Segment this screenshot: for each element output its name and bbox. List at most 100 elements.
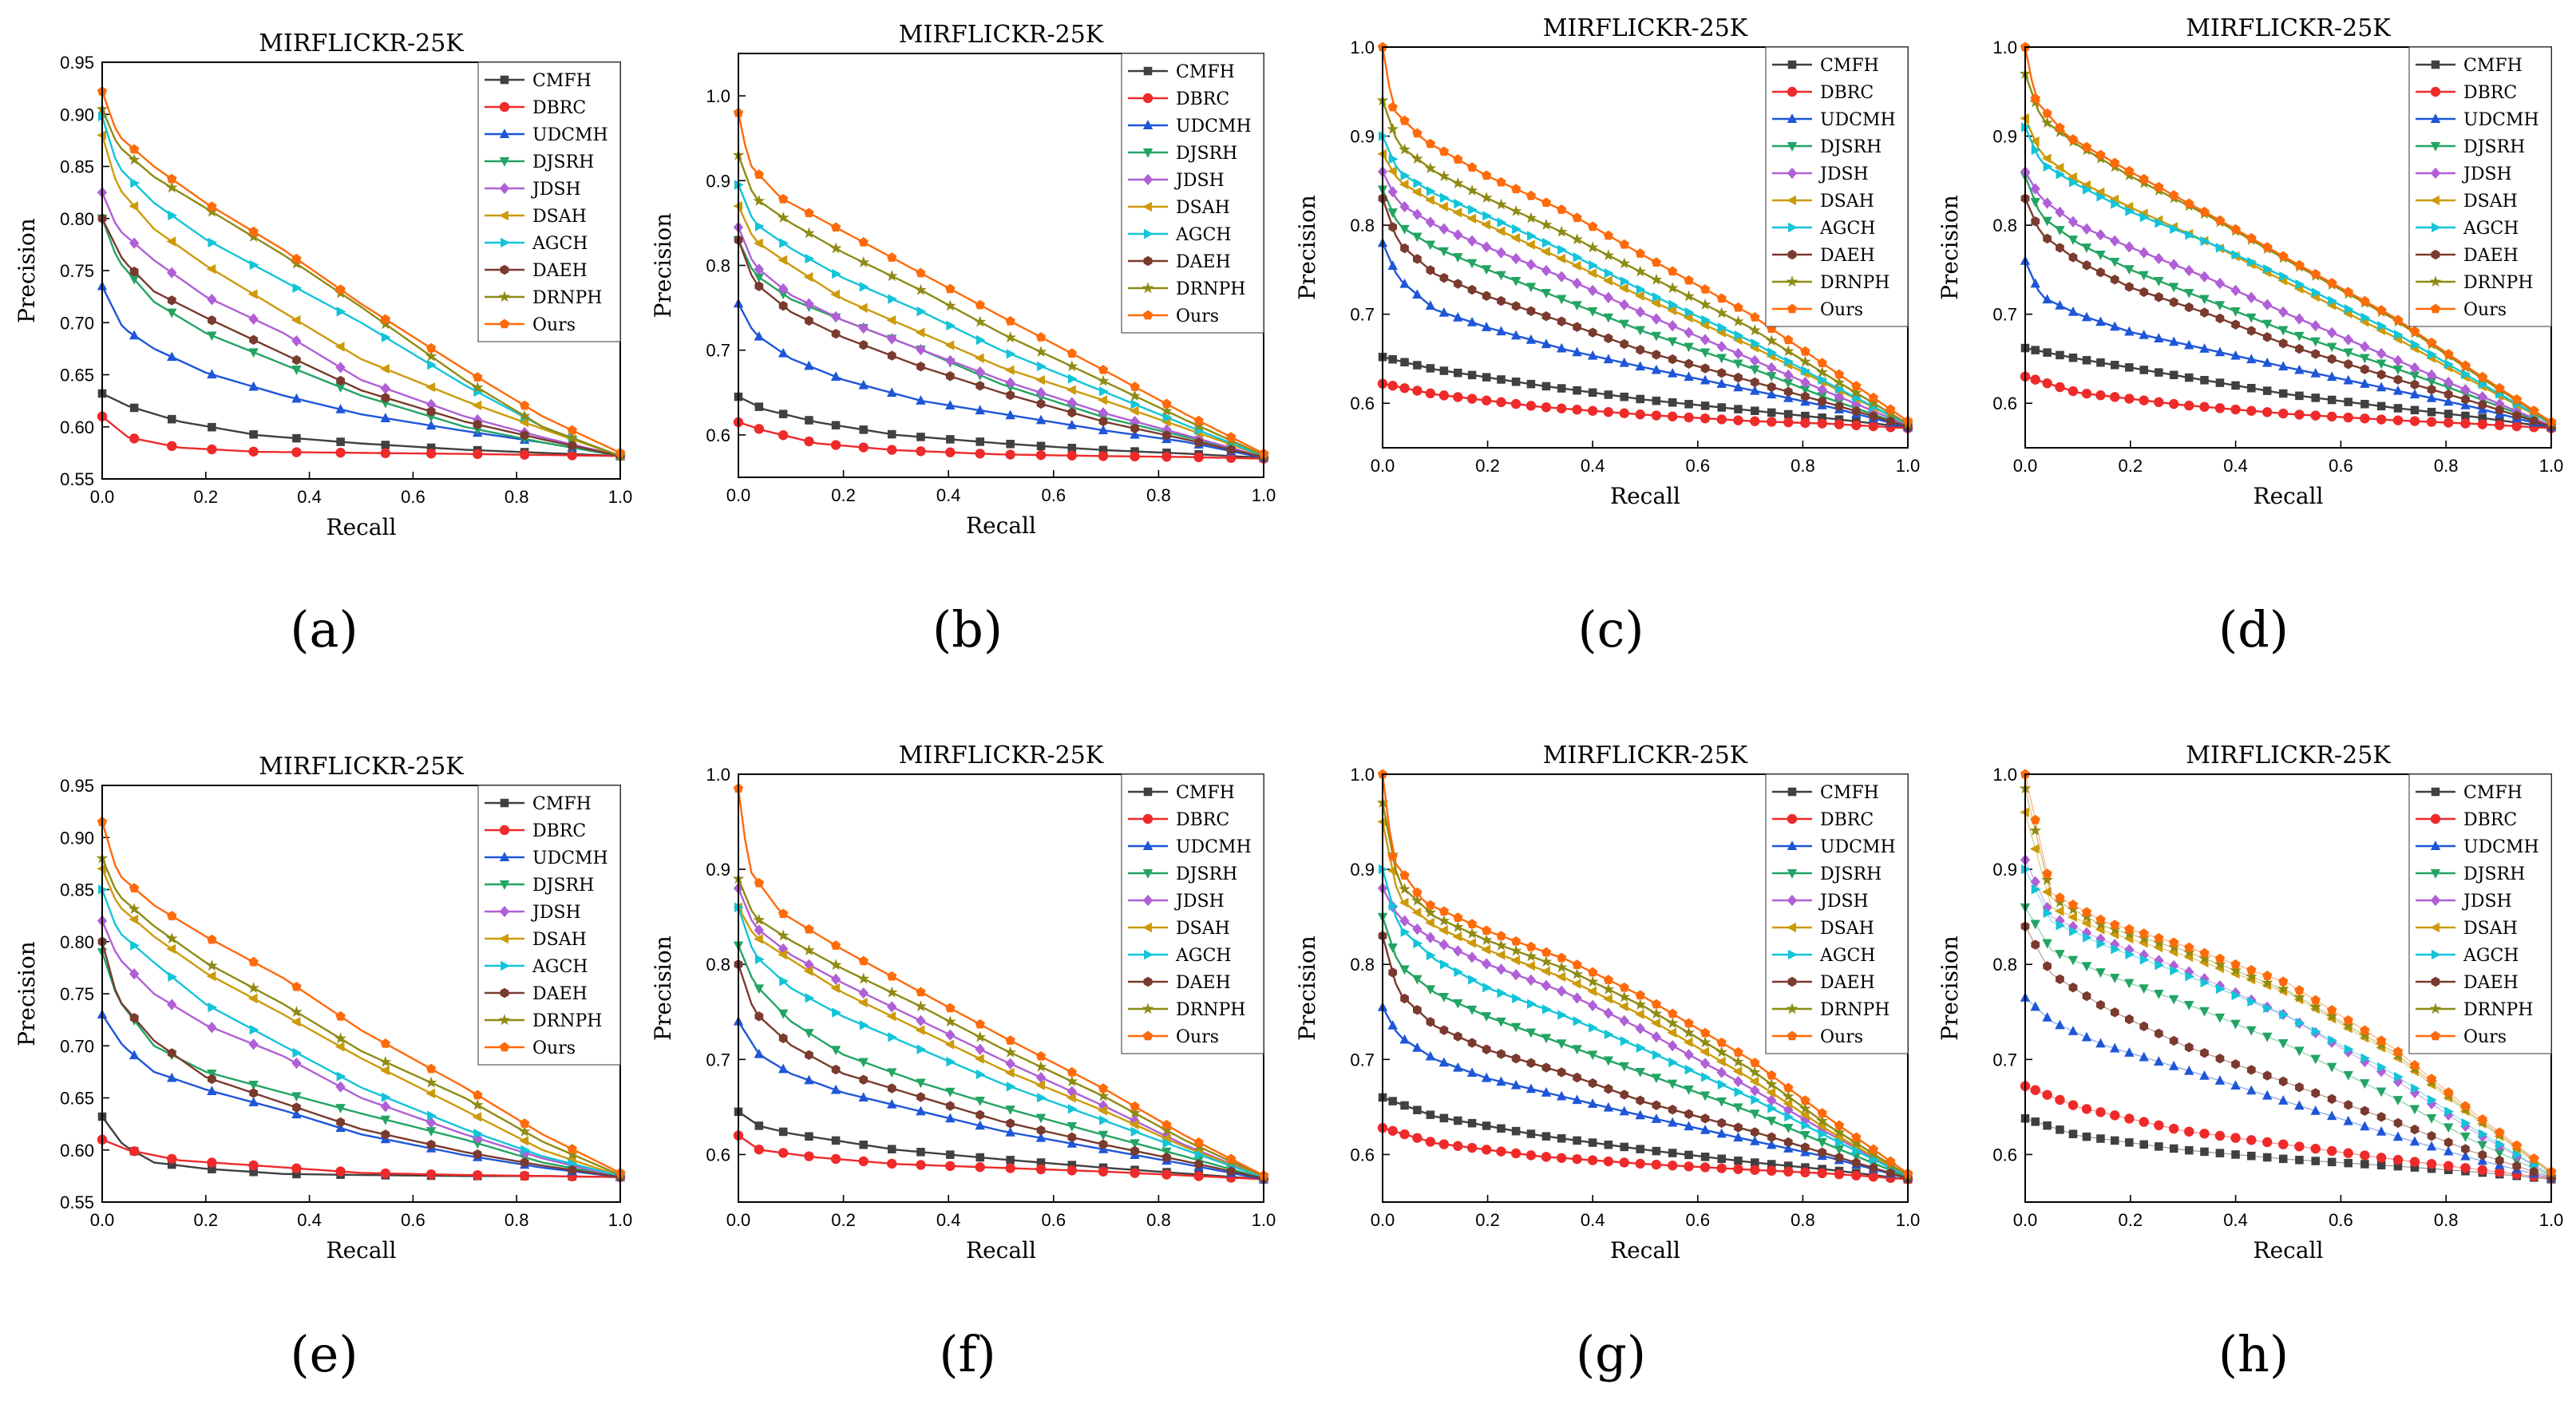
series-cmfh: [734, 392, 1268, 462]
series-cmfh-point: [1526, 379, 1536, 389]
series-jdsh-point: [1098, 407, 1109, 419]
y-tick-label: 0.7: [706, 341, 730, 361]
series-jdsh-point: [975, 1043, 985, 1055]
series-cmfh-point: [2393, 1161, 2403, 1171]
series-dbrc-point: [2426, 1158, 2437, 1169]
series-dsah-point: [754, 238, 763, 249]
series-dsah-point: [778, 949, 788, 960]
legend-label: DJSRH: [1176, 144, 1237, 164]
series-jdsh-point: [945, 354, 956, 367]
series-dbrc-point: [1466, 1142, 1478, 1153]
legend-swatch-marker: [1788, 949, 1798, 960]
series-djsrh-point: [1750, 365, 1760, 375]
series-agch-point: [2096, 192, 2107, 202]
series-agch-point: [1067, 374, 1078, 384]
series-dbrc-point: [858, 1156, 869, 1167]
series-ours-point: [2511, 394, 2522, 404]
series-ours-point: [1851, 1132, 1862, 1142]
series-udcmh-point: [754, 330, 765, 341]
series-drnph-point: [1495, 198, 1507, 210]
series-djsrh-point: [1525, 283, 1537, 293]
legend-item-daeh: DAEH: [1128, 252, 1231, 272]
legend-item-cmfh: CMFH: [1128, 62, 1235, 82]
series-cmfh-point: [1497, 375, 1506, 384]
legend-item-dsah: DSAH: [1772, 919, 1874, 939]
series-jdsh-point: [167, 267, 177, 279]
series-jdsh-point: [1035, 1071, 1047, 1084]
series-ours-point: [2139, 928, 2149, 938]
series-udcmh-point: [335, 404, 346, 413]
x-axis-label: Recall: [326, 514, 397, 540]
series-cmfh-point: [1604, 1140, 1613, 1149]
legend-item-ours: Ours: [2416, 1027, 2507, 1047]
legend-swatch-marker: [499, 880, 510, 890]
series-ours-point: [804, 924, 814, 934]
x-tick-label: 0.2: [1475, 456, 1500, 476]
series-cmfh-point: [1413, 361, 1422, 370]
series-cmfh-point: [2410, 1163, 2420, 1172]
series-cmfh-point: [249, 430, 258, 439]
legend-item-ours: Ours: [485, 315, 576, 335]
series-ours-point: [2068, 900, 2079, 909]
legend-label: DRNPH: [532, 1011, 602, 1031]
legend-swatch-marker: [499, 157, 510, 167]
series-dbrc-point: [2184, 1126, 2194, 1137]
series-dsah-point: [1715, 1056, 1726, 1067]
series-daeh-point: [520, 430, 529, 441]
legend-item-djsrh: DJSRH: [1128, 864, 1237, 884]
series-djsrh-point: [1700, 348, 1711, 358]
series-drnph-point: [1618, 257, 1631, 269]
x-tick-label: 0.4: [2223, 456, 2248, 476]
series-dbrc-point: [2477, 1165, 2488, 1176]
series-agch: [1379, 864, 1913, 1182]
series-dbrc-point: [945, 447, 956, 457]
series-cmfh-point: [2043, 348, 2052, 357]
series-cmfh-point: [1717, 403, 1726, 412]
y-tick-label: 0.85: [60, 157, 94, 177]
series-jdsh-point: [2169, 259, 2179, 271]
series-drnph-point: [518, 409, 531, 421]
series-daeh-point: [2495, 1155, 2504, 1166]
series-drnph-point: [1833, 1125, 1846, 1137]
series-cmfh-point: [831, 1136, 841, 1145]
series-drnph-point: [777, 211, 789, 223]
legend-item-jdsh: JDSH: [1128, 892, 1225, 912]
series-udcmh-point: [1510, 330, 1521, 340]
series-cmfh-point: [292, 433, 301, 443]
series-daeh-point: [2311, 1088, 2321, 1098]
x-tick-label: 0.6: [2329, 1210, 2353, 1230]
series-ours-point: [2511, 1140, 2522, 1150]
series-udcmh-point: [2230, 350, 2241, 360]
x-tick-label: 0.8: [505, 1210, 529, 1230]
y-tick-label: 0.9: [1350, 860, 1375, 880]
series-ours-point: [380, 1038, 391, 1048]
series-dbrc-point: [1783, 417, 1794, 428]
series-cmfh-point: [1818, 413, 1826, 422]
legend-item-agch: AGCH: [2416, 946, 2519, 966]
series-jdsh-point: [1412, 208, 1423, 220]
series-daeh: [1378, 193, 1913, 432]
series-udcmh-point: [2443, 1145, 2454, 1156]
series-dsah-point: [1700, 320, 1710, 330]
series-jdsh-point: [167, 999, 177, 1011]
series-ours-point: [1800, 1095, 1810, 1105]
legend-label: CMFH: [532, 794, 592, 814]
series-jdsh-point: [1651, 313, 1662, 325]
series-daeh-point: [2246, 1065, 2256, 1075]
series-daeh-point: [292, 1102, 301, 1113]
legend-swatch-marker: [499, 825, 510, 836]
series-drnph-point: [1480, 192, 1493, 204]
series-agch-point: [1834, 1137, 1845, 1148]
series-jdsh-point: [1556, 985, 1567, 997]
legend-label: JDSH: [1818, 892, 1869, 912]
legend-item-ours: Ours: [2416, 300, 2507, 320]
y-tick-label: 0.7: [1350, 1050, 1375, 1070]
legend-label: Ours: [2463, 300, 2507, 320]
series-udcmh-point: [2214, 346, 2226, 357]
series-drnph-point: [1699, 298, 1711, 310]
series-dbrc-point: [1481, 1145, 1492, 1155]
legend-label: DSAH: [1820, 919, 1874, 939]
series-jdsh-point: [2230, 284, 2241, 297]
legend-item-ours: Ours: [1772, 300, 1863, 320]
series-agch-point: [427, 359, 437, 370]
